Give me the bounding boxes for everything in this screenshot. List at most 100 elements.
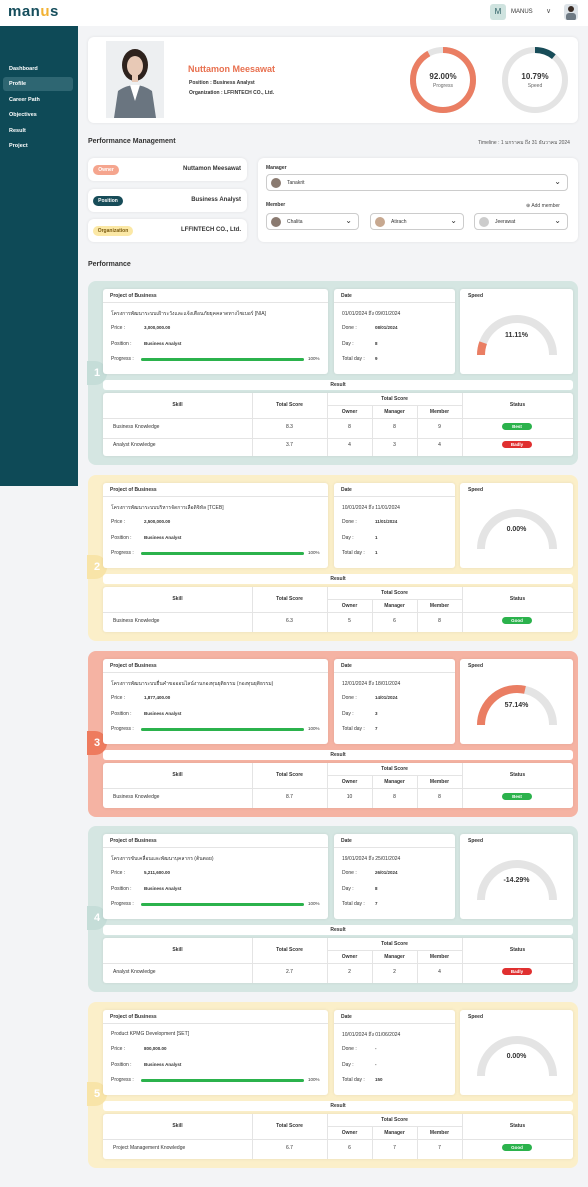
status-header: Status — [509, 772, 526, 778]
avatar — [271, 178, 281, 188]
manager-name: Tanakrit — [287, 180, 305, 186]
add-member-button[interactable]: ⊕ Add member — [526, 203, 560, 209]
sidebar-item-result[interactable]: Result — [9, 128, 26, 134]
position-label: Position : — [111, 341, 132, 347]
user-name[interactable]: MANUS — [511, 9, 533, 15]
project-header: Project of Business — [110, 838, 157, 844]
result-table: Skill Total Score Total Score Owner Mana… — [103, 763, 573, 808]
skill-name: Analyst Knowledge — [113, 969, 156, 975]
day-label: Day : — [342, 535, 354, 541]
position-value: Business Analyst — [144, 1062, 182, 1067]
sidebar-item-objectives[interactable]: Objectives — [9, 112, 37, 118]
skill-name: Analyst Knowledge — [113, 442, 156, 448]
top-bar: manus M MANUS ∨ — [0, 0, 588, 26]
total-day-label: Total day : — [342, 550, 365, 556]
avatar — [271, 217, 281, 227]
date-header: Date — [341, 293, 352, 299]
team-card: Manager Tanakrit ⌄ Member ⊕ Add member C… — [258, 158, 578, 242]
manager-header: Manager — [384, 954, 405, 960]
sidebar-item-dashboard[interactable]: Dashboard — [9, 66, 38, 72]
sidebar-item-career-path[interactable]: Career Path — [9, 97, 40, 103]
done-value: - — [375, 1046, 377, 1051]
total-score: 8.7 — [286, 794, 293, 800]
user-avatar[interactable]: M — [490, 4, 506, 20]
total-score-group-header: Total Score — [381, 1117, 408, 1123]
speed-value: -14.29% — [503, 877, 530, 884]
owner-header: Owner — [341, 603, 358, 609]
project-name: โครงการขับเคลื่อนและพัฒนาบุคลากร (ต้นตอย… — [111, 856, 214, 862]
member-select-2[interactable]: Atirach ⌄ — [370, 213, 464, 230]
status-badge: Good — [502, 1144, 532, 1151]
date-card: Date 10/01/2024 ถึง 11/01/2024 Done : 11… — [334, 483, 455, 568]
speed-header: Speed — [468, 1014, 484, 1020]
speed-gauge — [477, 1036, 557, 1077]
owner-score: 6 — [348, 1145, 351, 1151]
manager-select[interactable]: Tanakrit ⌄ — [266, 174, 568, 191]
total-day-value: 1 — [375, 550, 378, 555]
owner-score: 5 — [348, 618, 351, 624]
manager-score: 8 — [393, 794, 396, 800]
day-value: 8 — [375, 341, 378, 346]
skill-header: Skill — [172, 772, 183, 778]
day-value: - — [375, 1062, 377, 1067]
project-number: 5 — [87, 1082, 107, 1106]
total-day-label: Total day : — [342, 901, 365, 907]
project-name: โครงการพัฒนาระบบเฝ้าระวังและแจ้งเตือนภัย… — [111, 311, 266, 317]
chevron-down-icon: ⌄ — [554, 216, 561, 225]
speed-gauge — [477, 685, 557, 726]
project-number: 3 — [87, 731, 107, 755]
position-value: Business Analyst — [144, 886, 182, 891]
day-label: Day : — [342, 1062, 354, 1068]
owner-header: Owner — [341, 1130, 358, 1136]
sidebar-item-profile[interactable]: Profile — [3, 77, 73, 91]
result-header: Result — [103, 1101, 573, 1111]
member-score: 9 — [438, 424, 441, 430]
profile-photo — [106, 41, 164, 118]
done-value: 26/01/2024 — [375, 870, 398, 875]
date-card: Date 19/01/2024 ถึง 25/01/2024 Done : 26… — [334, 834, 455, 919]
member-select-1[interactable]: Chalita ⌄ — [266, 213, 359, 230]
logo[interactable]: manus — [8, 3, 59, 20]
manager-header: Manager — [384, 1130, 405, 1136]
date-header: Date — [341, 1014, 352, 1020]
speed-card: Speed -14.29% — [460, 834, 573, 919]
project-number: 4 — [87, 906, 107, 930]
owner-header: Owner — [341, 779, 358, 785]
result-header: Result — [103, 574, 573, 584]
status-badge: Badly — [502, 968, 532, 975]
sidebar-item-project[interactable]: Project — [9, 143, 28, 149]
total-score-group-header: Total Score — [381, 590, 408, 596]
done-label: Done : — [342, 695, 357, 701]
total-score: 3.7 — [286, 442, 293, 448]
manager-score: 2 — [393, 969, 396, 975]
progress-label: Progress — [432, 83, 453, 89]
total-day-label: Total day : — [342, 726, 365, 732]
member-score: 4 — [438, 442, 441, 448]
chevron-down-icon[interactable]: ∨ — [546, 8, 552, 15]
member-header: Member — [429, 779, 450, 785]
member-select-3[interactable]: Jeerawat ⌄ — [474, 213, 568, 230]
skill-header: Skill — [172, 1123, 183, 1129]
avatar — [375, 217, 385, 227]
speed-gauge — [477, 860, 557, 901]
total-day-value: 150 — [375, 1077, 383, 1082]
project-card: Project of Business Product KPMG Develop… — [103, 1010, 328, 1095]
date-range: 12/01/2024 ถึง 18/01/2024 — [342, 681, 401, 687]
owner-score: 8 — [348, 424, 351, 430]
done-label: Done : — [342, 519, 357, 525]
progress-bar — [141, 552, 304, 555]
status-header: Status — [509, 1123, 526, 1129]
position-label: Position : — [111, 711, 132, 717]
price-label: Price : — [111, 870, 126, 876]
member-name: Jeerawat — [495, 219, 516, 225]
profile-photo[interactable] — [564, 4, 578, 20]
total-score-group-header: Total Score — [381, 941, 408, 947]
progress-value: 92.00% — [429, 72, 457, 81]
speed-value: 11.11% — [505, 332, 528, 339]
speed-header: Speed — [468, 293, 484, 299]
speed-header: Speed — [468, 487, 484, 493]
day-value: 8 — [375, 886, 378, 891]
manager-label: Manager — [266, 165, 287, 171]
progress-label: Progress : — [111, 901, 134, 907]
total-day-label: Total day : — [342, 1077, 365, 1083]
